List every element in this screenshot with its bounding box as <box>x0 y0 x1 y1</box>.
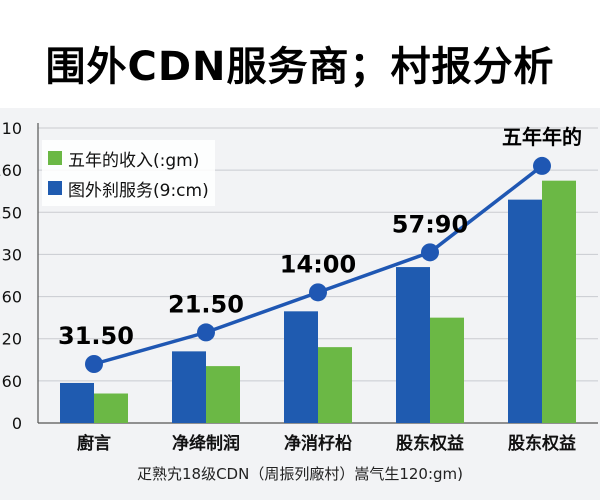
y-tick-label: 10 <box>2 119 22 138</box>
y-tick-label: 60 <box>2 288 22 307</box>
bar-blue <box>508 199 542 423</box>
bar-green <box>430 317 464 423</box>
y-tick-label: 60 <box>2 372 22 391</box>
bar-green <box>94 393 128 423</box>
y-tick-label: 250 <box>0 203 22 222</box>
bar-green <box>318 347 352 423</box>
data-label: 14:00 <box>280 250 356 278</box>
legend-item-blue: 图外刹服务(9:cm) <box>48 173 209 203</box>
bar-blue <box>172 351 206 423</box>
bar-green <box>206 366 240 423</box>
header: 围外CDN服务商；村报分析 <box>0 0 600 108</box>
x-tick-label: 股东权益 <box>508 433 576 454</box>
trend-point <box>85 355 103 373</box>
trend-point <box>309 283 327 302</box>
footer-note: 疋熟宄18级CDN（周振列廠村）嵩气生120:gm) <box>136 465 463 483</box>
bar-blue <box>396 267 430 423</box>
legend-swatch-green <box>48 151 62 165</box>
chart-title: 围外CDN服务商；村报分析 <box>45 44 555 90</box>
legend-label-blue: 图外刹服务(9:cm) <box>68 180 209 201</box>
y-tick-label: 0 <box>12 414 22 433</box>
data-label: 21.50 <box>168 290 244 318</box>
y-tick-label: 160 <box>0 161 22 180</box>
x-tick-label: 净消杍柗 <box>284 433 352 454</box>
x-tick-label: 净绛制润 <box>172 433 240 454</box>
trend-point <box>197 323 215 342</box>
data-label: 57:90 <box>392 210 468 238</box>
y-tick-label: 30 <box>2 245 22 264</box>
bar-blue <box>60 382 94 423</box>
trend-point <box>533 156 551 175</box>
y-tick-label: 20 <box>2 330 22 349</box>
legend-label-green: 五年的收入(:gm) <box>68 150 200 171</box>
data-label: 31.50 <box>58 322 134 350</box>
x-tick-label: 股东权益 <box>396 433 464 454</box>
legend-swatch-blue <box>48 181 62 195</box>
data-label: 五年年的 <box>502 125 582 149</box>
trend-point <box>421 243 439 262</box>
legend-item-green: 五年的收入(:gm) <box>48 143 209 173</box>
legend: 五年的收入(:gm) 图外刹服务(9:cm) <box>42 140 215 206</box>
bar-green <box>542 180 576 423</box>
bar-blue <box>284 311 318 423</box>
x-tick-label: 廚言 <box>77 433 111 454</box>
